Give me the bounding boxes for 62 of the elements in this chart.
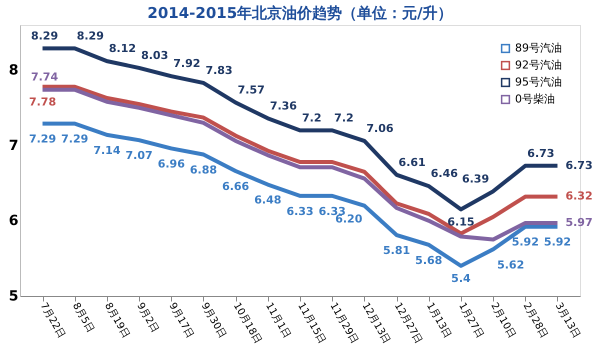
x-tick-label: 9月2日 bbox=[134, 301, 160, 335]
data-label: 7.29 bbox=[61, 132, 88, 146]
data-label: 6.33 bbox=[286, 204, 314, 218]
y-tick-label: 8 bbox=[8, 62, 18, 79]
data-label: 6.73 bbox=[527, 146, 554, 160]
x-tick-label: 3月13日 bbox=[552, 301, 582, 340]
x-tick-label: 11月1日 bbox=[263, 301, 292, 340]
data-label: 7.2 bbox=[334, 111, 354, 124]
x-tick-label: 10月18日 bbox=[230, 301, 264, 346]
x-tick-label: 9月30日 bbox=[198, 301, 228, 340]
x-tick-label: 1月27日 bbox=[456, 301, 486, 340]
x-tick-label: 1月13日 bbox=[424, 301, 454, 340]
x-tick-label: 7月22日 bbox=[38, 301, 67, 340]
data-label: 7.78 bbox=[28, 96, 56, 109]
x-tick-label: 11月29日 bbox=[327, 301, 360, 346]
x-tick-label: 12月13日 bbox=[360, 301, 392, 346]
x-tick-label: 2月10日 bbox=[488, 301, 518, 340]
data-label: 6.46 bbox=[430, 167, 458, 180]
data-label: 7.14 bbox=[93, 144, 121, 157]
data-label: 5.81 bbox=[382, 244, 410, 258]
data-label: 7.2 bbox=[302, 111, 322, 124]
data-label: 6.32 bbox=[565, 190, 593, 203]
data-label: 7.57 bbox=[238, 84, 265, 97]
y-tick-label: 6 bbox=[8, 213, 18, 230]
data-label: 6.48 bbox=[254, 194, 282, 207]
legend-label: 95号汽油 bbox=[515, 76, 562, 88]
data-label: 8.29 bbox=[76, 29, 104, 42]
data-label: 7.36 bbox=[270, 99, 298, 112]
data-label: 6.39 bbox=[462, 172, 490, 186]
y-tick-label: 7 bbox=[8, 138, 18, 154]
data-label: 5.97 bbox=[565, 216, 593, 229]
data-label: 8.03 bbox=[141, 48, 168, 62]
x-tick-label: 2月28日 bbox=[520, 301, 550, 340]
data-label: 5.62 bbox=[497, 258, 524, 272]
data-label: 7.74 bbox=[30, 70, 58, 84]
data-label: 7.07 bbox=[126, 149, 153, 162]
data-label: 7.06 bbox=[366, 122, 394, 135]
y-tick-label: 5 bbox=[8, 288, 18, 304]
x-tick-label: 8月5日 bbox=[70, 301, 96, 335]
data-label: 5.92 bbox=[544, 236, 572, 249]
data-label: 5.4 bbox=[451, 272, 471, 285]
data-label: 7.83 bbox=[205, 64, 233, 77]
data-label: 6.73 bbox=[565, 158, 593, 172]
x-tick-label: 9月17日 bbox=[166, 301, 196, 340]
x-tick-label: 11月15日 bbox=[295, 301, 328, 346]
data-label: 7.29 bbox=[28, 132, 56, 146]
legend-label: 89号汽油 bbox=[515, 42, 562, 54]
data-label: 6.61 bbox=[398, 156, 426, 169]
data-label: 6.96 bbox=[158, 157, 186, 170]
data-label: 6.15 bbox=[447, 215, 474, 228]
data-label: 8.12 bbox=[108, 42, 136, 56]
chart-title: 2014-2015年北京油价趋势（单位：元/升） bbox=[147, 4, 453, 22]
data-label: 8.29 bbox=[30, 29, 58, 42]
x-tick-label: 12月27日 bbox=[392, 301, 424, 346]
data-label: 6.88 bbox=[190, 163, 218, 176]
data-label: 7.92 bbox=[173, 57, 200, 70]
data-label: 5.92 bbox=[512, 236, 539, 249]
data-label: 5.68 bbox=[415, 254, 442, 267]
legend-label: 92号汽油 bbox=[515, 58, 562, 72]
x-tick-label: 8月19日 bbox=[102, 301, 132, 340]
data-label: 6.66 bbox=[222, 180, 250, 194]
legend-label: 0号柴油 bbox=[515, 92, 555, 106]
